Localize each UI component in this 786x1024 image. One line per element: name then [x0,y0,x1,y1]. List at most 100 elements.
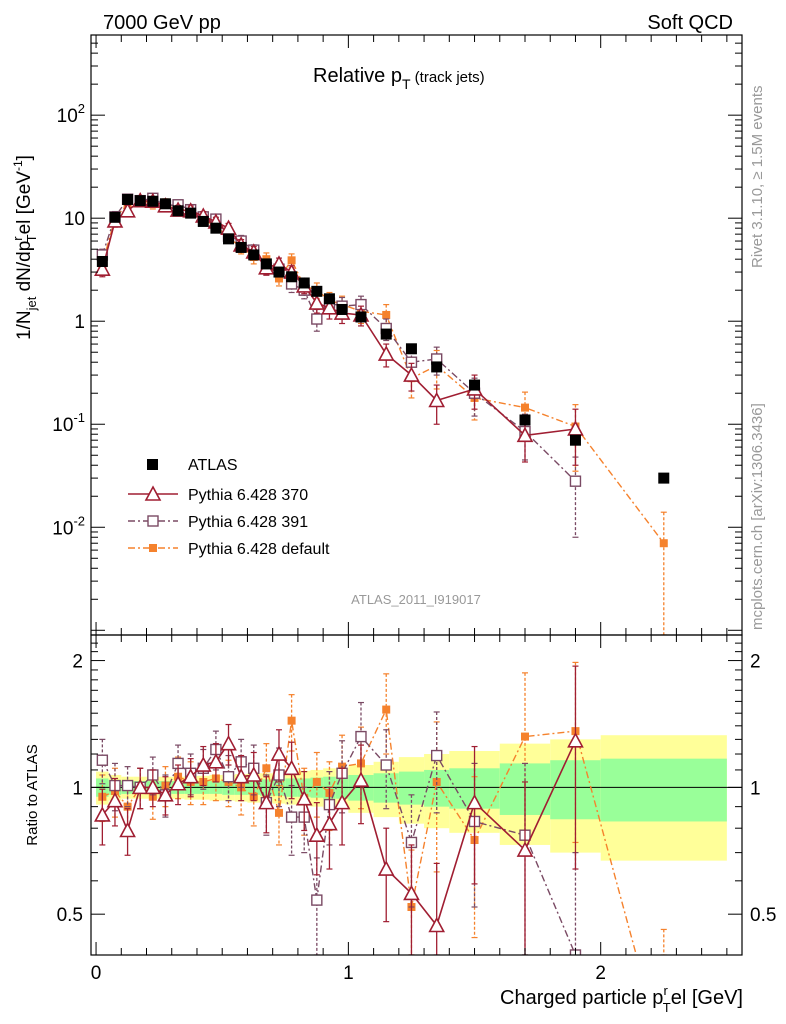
ratio-point-p370 [352,771,370,787]
main-point-atlas [298,277,310,289]
ratio-panel: 0 1 2 0.5 0.5 1 1 2 2 [57,634,776,984]
main-line-p391 [101,197,576,482]
legend: ATLAS Pythia 6.428 370 Pythia 6.428 391 … [128,457,330,558]
ratio-point-p370 [245,766,263,782]
legend-marker-p370 [144,485,162,501]
main-point-atlas [519,414,531,426]
ratio-y-tick-label-right: 0.5 [750,905,776,926]
main-point-atlas [223,233,235,245]
main-point-atlas [210,222,222,234]
main-point-atlas [336,303,348,315]
main-point-p370 [403,366,420,382]
uncertainty-band-inner [398,771,425,805]
ratio-point-p370 [428,916,446,933]
legend-label-pdef: Pythia 6.428 default [188,541,330,558]
ratio-point-pdef [382,705,391,714]
ratio-point-p370 [207,753,225,769]
ratio-point-pdef [521,732,529,741]
main-point-atlas [569,434,581,446]
main-point-atlas [172,205,184,217]
main-point-atlas [286,271,298,283]
legend-marker-p391 [147,515,159,527]
ratio-data-layer [91,661,742,955]
rivet-version-label: Rivet 3.1.10, ≥ 1.5M events [749,86,766,269]
process-label: Soft QCD [647,12,733,34]
ratio-point-p370 [466,793,483,810]
x-tick-label: 0 [91,963,102,984]
ratio-point-pdef [312,777,321,786]
x-axis-label: Charged particle pr Tel [GeV] [500,983,743,1015]
ratio-y-tick-label-right: 1 [750,778,761,799]
main-point-atlas [380,328,392,340]
y-axis-label: 1/Njet dN/dprTel [GeV-1] [10,155,39,340]
legend-entry-atlas: ATLAS [147,457,238,474]
ratio-point-p370 [220,734,237,751]
main-point-p391 [311,313,323,325]
ratio-point-p370 [94,806,111,822]
ratio-point-p370 [308,826,326,842]
ratio-point-pdef [432,777,441,786]
legend-marker-atlas [147,459,158,470]
main-point-p370 [428,391,446,408]
main-point-pdef [382,310,391,319]
main-point-atlas [122,193,134,205]
ratio-point-p370 [321,814,338,831]
main-point-atlas [431,361,443,373]
ratio-point-p370 [131,778,149,795]
ratio-point-p370 [169,775,187,791]
ratio-point-p370 [258,793,275,810]
y-tick-label: 10-1 [52,410,85,436]
ratio-point-p391 [222,771,235,783]
ratio-y-axis-label: Ratio to ATLAS [24,744,41,845]
ratio-y-tick-label: 2 [72,652,83,673]
main-point-atlas [159,198,171,210]
legend-entry-p370: Pythia 6.428 370 [128,485,308,504]
legend-entry-p391: Pythia 6.428 391 [128,514,308,531]
ratio-point-p370 [333,793,351,810]
main-point-atlas [405,343,417,355]
ratio-point-p391 [285,811,298,823]
main-point-atlas [235,241,247,253]
main-point-atlas [323,293,335,305]
main-line-pdef [101,199,665,544]
main-point-pdef [521,403,529,412]
ratio-point-p391 [96,754,109,766]
ratio-axes: 0 1 2 0.5 0.5 1 1 2 2 [57,635,776,984]
main-point-atlas [273,266,285,278]
ratio-point-p370 [516,841,534,857]
main-point-atlas [355,311,367,323]
ratio-point-p370 [377,860,395,876]
main-data-layer [94,191,670,635]
main-point-atlas [260,258,272,270]
source-label: mcplots.cern.ch [arXiv:1306.3436] [749,403,766,630]
y-tick-label: 1 [74,312,85,333]
main-point-atlas [185,207,197,219]
ratio-y-tick-label: 1 [72,778,83,799]
ratio-point-p370 [157,786,174,802]
x-tick-label: 1 [343,963,354,984]
ratio-point-p370 [283,759,300,776]
main-axes: 10-2 10-1 1 10 102 [52,34,742,636]
main-point-p370 [567,420,584,436]
ratio-point-p391 [430,749,443,762]
main-point-atlas [248,249,260,261]
legend-entry-pdef: Pythia 6.428 default [128,541,330,558]
main-point-p370 [94,260,111,276]
main-point-atlas [469,379,481,391]
main-point-p370 [119,202,136,218]
uncertainty-band-inner [600,758,727,822]
ratio-point-pdef [274,808,283,817]
main-point-atlas [147,195,159,207]
main-point-p370 [377,345,395,361]
legend-label-atlas: ATLAS [188,457,238,474]
ratio-point-p370 [270,745,288,761]
ratio-point-p370 [403,884,420,901]
ratio-point-pdef [262,764,271,773]
ratio-y-tick-label: 0.5 [57,905,83,926]
legend-label-p370: Pythia 6.428 370 [188,487,308,504]
ratio-frame [90,634,743,956]
ratio-point-p370 [182,768,200,784]
y-tick-label: 10-2 [52,513,85,539]
ratio-point-p370 [232,768,250,784]
